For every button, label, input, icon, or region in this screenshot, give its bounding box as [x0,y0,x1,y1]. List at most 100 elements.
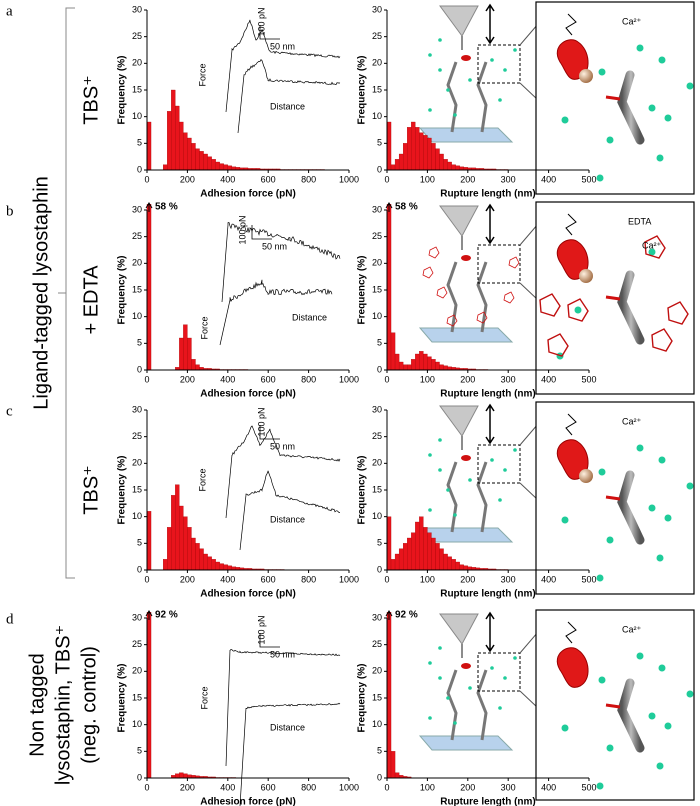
force-curve [225,19,341,113]
bar [443,553,448,570]
y-tick-label: 25 [372,431,382,441]
ion-label: Ca²⁺ [622,416,642,426]
ion [498,98,502,102]
inset-label: Force [197,63,207,86]
chelator [446,314,458,327]
ion [438,676,442,680]
y-tick-label: 10 [372,311,382,321]
bar [386,204,392,370]
zoom-box [477,44,521,84]
linker [565,213,577,236]
bracket [65,7,75,579]
bar [390,332,396,370]
inset-label: Force [199,316,209,339]
y-tick-label: 5 [137,138,142,148]
y-axis-label: Frequency (%) [357,664,368,733]
substrate [418,127,514,143]
bar [447,556,452,570]
ion [664,114,672,122]
x-axis-label: Adhesion force (pN) [200,797,296,806]
cantilever [439,405,479,437]
x-tick-label: 200 [460,574,475,584]
y-tick-label: 15 [372,84,382,94]
force-curve [219,279,333,346]
zoom-lines [519,423,539,501]
bar [179,772,184,778]
ligand-protein [556,647,589,688]
bar [403,364,408,370]
y-tick-label: 15 [372,692,382,702]
x-tick-label: 0 [384,782,389,792]
panel-letter: a [6,3,13,19]
bar [423,527,428,570]
ion-label: Ca²⁺ [622,624,642,634]
ion [438,38,442,42]
bar [390,751,396,778]
y-tick-label: 25 [372,31,382,41]
bar [207,556,212,570]
bar [398,361,404,370]
ion [606,536,614,544]
ion [453,721,457,725]
schematic: Ca²⁺ EDTA [418,201,695,395]
x-tick-label: 300 [501,174,516,184]
chelator [428,246,440,259]
inset-label: Force [197,468,207,491]
x-tick-label: 0 [144,374,149,384]
ion [658,664,666,672]
ligand-protein [556,439,589,480]
y-tick-label: 25 [372,639,382,649]
ion [606,136,614,144]
bar [415,353,420,370]
protein [446,461,458,533]
chelator [567,298,589,322]
overflow-arrow [145,202,153,212]
ion [490,666,494,670]
x-tick-label: 400 [220,782,235,792]
ion [606,744,614,752]
calcium-bound [579,69,593,83]
bar [407,364,412,370]
y-tick-label: 30 [372,404,382,414]
x-axis-label: Rupture length (nm) [440,589,536,600]
inset-label: Distance [270,514,305,524]
ion [503,68,507,72]
receptor-stub [605,495,621,501]
x-tick-label: 100 [420,574,435,584]
inset-label: 50 nm [270,441,295,451]
zoom-box [477,652,521,692]
receptor [617,70,645,145]
ion [686,82,694,90]
bar [219,163,224,170]
x-tick-label: 0 [144,782,149,792]
y-tick-label: 5 [377,746,382,756]
x-tick-label: 0 [384,174,389,184]
force-curve [225,425,341,519]
inset-label: 100 pN [256,407,266,436]
x-tick-label: 600 [261,782,276,792]
ligand [461,663,471,669]
ion [648,504,656,512]
x-tick-label: 200 [180,782,195,792]
overflow-arrow [385,610,393,620]
y-tick-label: 30 [132,4,142,14]
condition-label: TBS⁺ [80,465,102,514]
x-tick-label: 400 [220,174,235,184]
ion [513,656,517,660]
schematic: Ca²⁺ [418,609,695,801]
receptor [617,678,645,753]
y-tick-label: 25 [132,431,142,441]
ion [453,113,457,117]
protein [476,461,488,533]
x-tick-label: 800 [301,374,316,384]
ion [438,468,442,472]
ion [598,676,606,684]
bar [146,121,152,170]
scale-bar [251,225,272,240]
ion [468,478,472,482]
zoom-lines [519,23,539,101]
group-label: Non tagged [26,653,48,756]
bar [407,537,412,570]
bar [163,559,168,570]
y-tick-label: 0 [137,164,142,174]
